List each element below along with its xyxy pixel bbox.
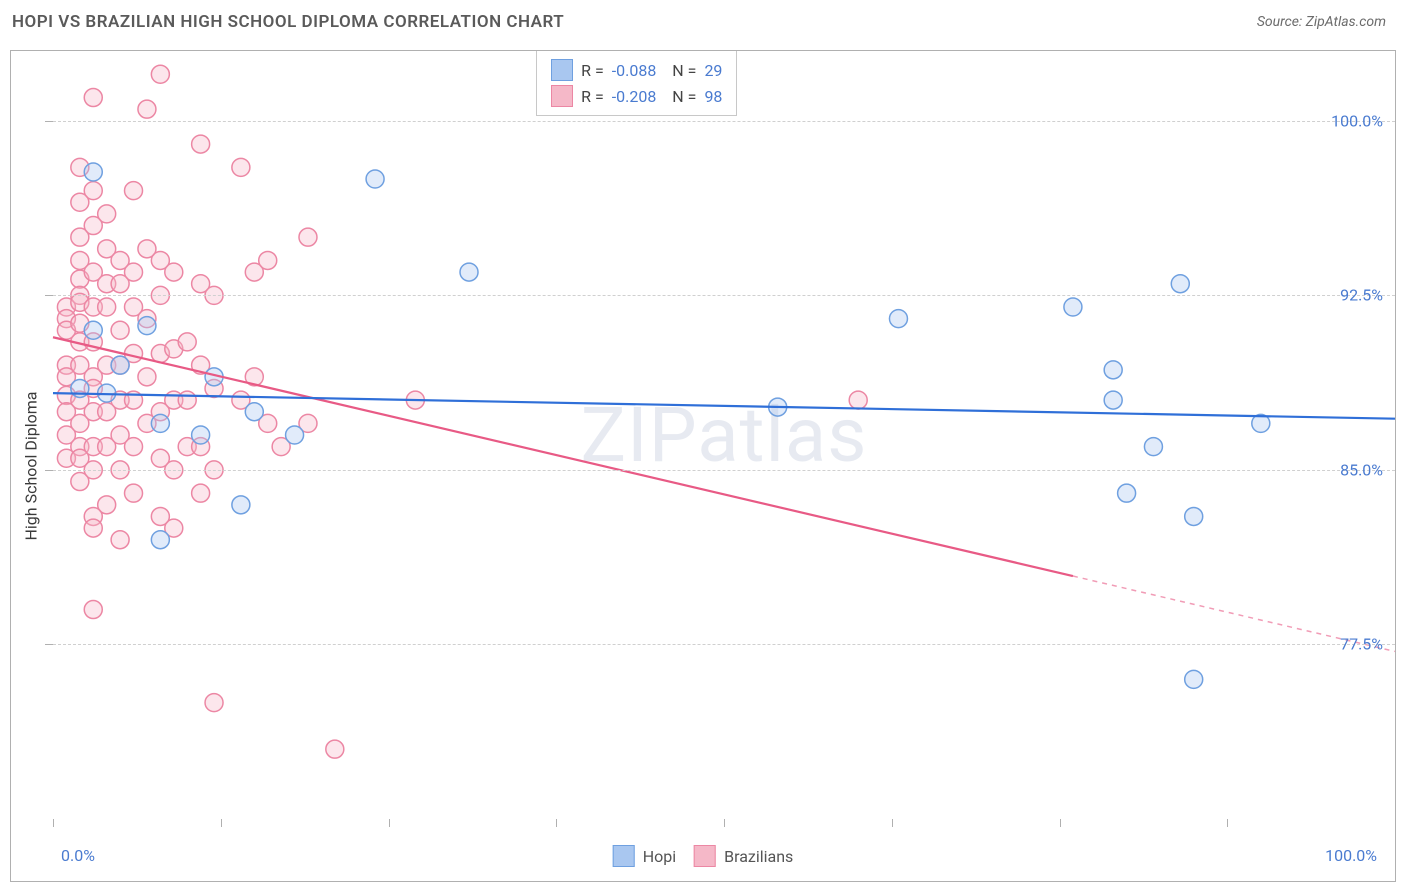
hopi-n-value: 29	[704, 61, 722, 80]
brazilians-swatch-icon	[551, 85, 573, 107]
brazilians-n-value: 98	[704, 87, 722, 106]
chart-title: HOPI VS BRAZILIAN HIGH SCHOOL DIPLOMA CO…	[12, 12, 564, 32]
legend-item-hopi: Hopi	[613, 845, 676, 867]
y-tick-label: 100.0%	[1331, 111, 1383, 130]
hopi-swatch-icon	[551, 59, 573, 81]
hopi-r-value: -0.088	[612, 61, 657, 80]
correlation-legend: R = -0.088 N = 29 R = -0.208 N = 98	[536, 51, 737, 116]
y-tick-label: 92.5%	[1340, 286, 1383, 305]
y-tick-label: 77.5%	[1340, 635, 1383, 654]
hopi-swatch-icon	[613, 845, 635, 867]
legend-r-label: R =	[581, 87, 604, 106]
x-axis-min-label: 0.0%	[61, 846, 95, 865]
legend-item-brazilians: Brazilians	[694, 845, 793, 867]
brazilians-swatch-icon	[694, 845, 716, 867]
legend-label-hopi: Hopi	[643, 847, 676, 866]
brazilians-r-value: -0.208	[612, 87, 657, 106]
source-attribution: Source: ZipAtlas.com	[1257, 14, 1386, 30]
legend-row-hopi: R = -0.088 N = 29	[551, 57, 722, 83]
chart-container: High School Diploma ZIPatlas R = -0.088 …	[10, 50, 1396, 882]
y-axis-title: High School Diploma	[22, 392, 41, 541]
legend-row-brazilians: R = -0.208 N = 98	[551, 83, 722, 109]
legend-n-label: N =	[664, 61, 696, 80]
scatter-plot-svg	[53, 51, 1395, 819]
y-tick-label: 85.0%	[1340, 460, 1383, 479]
legend-r-label: R =	[581, 61, 604, 80]
legend-label-brazilians: Brazilians	[724, 847, 793, 866]
plot-area: ZIPatlas R = -0.088 N = 29 R = -0.208 N …	[53, 51, 1395, 819]
legend-n-label: N =	[664, 87, 696, 106]
series-legend: Hopi Brazilians	[613, 845, 794, 867]
x-axis-max-label: 100.0%	[1325, 846, 1377, 865]
